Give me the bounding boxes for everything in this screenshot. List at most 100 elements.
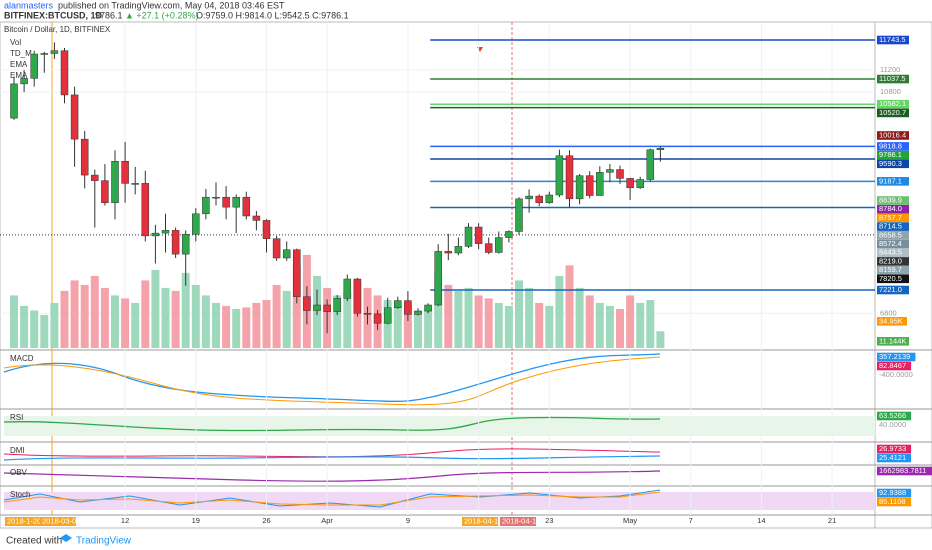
author[interactable]: alanmasters [4,0,54,10]
volume-bar [575,287,584,348]
date-tag-label: 2018-03-05 [42,516,80,525]
price-tag [877,150,909,160]
legend-item: EMA [10,60,28,69]
candle-body [474,226,483,244]
candle-body [293,249,301,297]
date-tag [462,517,498,526]
candle-body [535,195,543,203]
ohlc: O:9759.0 H:9814.0 L:9542.5 C:9786.1 [196,10,349,20]
candle-body [394,300,402,309]
volume-bar [141,280,150,348]
candle-body [555,155,564,196]
volume-bar [535,302,544,348]
indicator-tag [877,444,912,454]
x-tick-label: 7 [689,516,693,525]
price-tag [877,213,909,223]
price-tag [877,257,909,266]
price-tag-label: 11743.5 [879,35,906,44]
volume-bar [656,331,665,348]
volume-bar [20,305,29,348]
indicator-value: 357.2139 [879,352,910,361]
price-tag-label: 9187.1 [879,176,902,185]
volume-bar [50,302,59,348]
volume-bar [30,310,39,348]
volume-bar [605,305,614,348]
price-tag [877,74,909,84]
date-tag-label: 2018-1-20 [7,516,41,525]
candle-body [575,175,584,200]
obv-line [3,470,661,482]
volume-bar [40,314,49,348]
volume-bar [161,287,170,348]
candle-body [40,53,49,55]
candle-body [444,251,453,254]
candle-body [242,196,251,217]
volume-bar [242,307,251,348]
volume-bar [454,290,463,348]
candle-body [383,307,392,324]
candle-body [313,304,321,311]
candle-body [192,213,200,235]
volume-bar [474,295,483,348]
price-tag [877,204,909,214]
price-tag [877,159,909,169]
indicator-tag [877,352,916,362]
volume-bar [555,275,564,348]
candle-body [464,226,473,247]
price-tag [877,196,909,205]
candle-body [212,196,220,199]
candle-body [101,180,109,203]
candle-body [585,175,594,196]
chart-frame [0,21,932,529]
price-tag [877,131,909,140]
volume-bar [272,284,281,348]
candle-body [232,196,240,208]
price-tag-label: 8219.0 [879,256,902,265]
date-tag-label: 2018-04-13 [464,516,502,525]
indicator-tag [877,411,912,421]
rsi-band [4,416,875,436]
volume-bar [70,280,79,348]
volume-bar [585,295,594,348]
price-tag [877,231,909,240]
footer-brand[interactable]: TradingView [76,536,132,547]
indicator-value: 1662983.7811 [879,466,926,475]
volume-bar [545,305,554,348]
legend-item: EMA [10,71,28,80]
price-tag-label: 7820.5 [879,274,902,283]
price-tag [877,285,909,295]
volume-bar [292,265,301,348]
volume-bar [171,290,180,348]
volume-bar [151,269,160,348]
volume-bar [434,272,443,348]
indicator-value: 40.0000 [879,420,906,429]
volume-bar [403,302,412,348]
price-tag-label: 8757.7 [879,213,902,222]
volume-bar [515,280,523,348]
volume-bar [90,275,99,348]
price-tag-label: 8443.5 [879,248,902,257]
volume-bar [464,287,473,348]
legend-item: TD_M... [10,49,38,58]
volume-bar [525,287,534,348]
x-tick-label: 12 [121,516,129,525]
pane-title: DMI [10,446,25,455]
candle-body [525,195,533,200]
candle-body [626,178,634,189]
indicator-value: 85.1108 [879,497,906,506]
volume-label: 11.144K [879,336,906,345]
candle-body [515,198,523,232]
candle-body [262,220,271,239]
volume-bar [60,290,69,348]
price-tag [877,177,909,186]
volume-bar [111,295,119,348]
volume-ma-tag [877,317,907,326]
candle-body [353,278,362,314]
pane-title: RSI [10,413,23,422]
indicator-tag [877,488,912,498]
price-tag [877,274,909,284]
price-tag [877,265,909,275]
candle-body [111,161,119,203]
price-tag-label: 11037.5 [879,74,906,83]
